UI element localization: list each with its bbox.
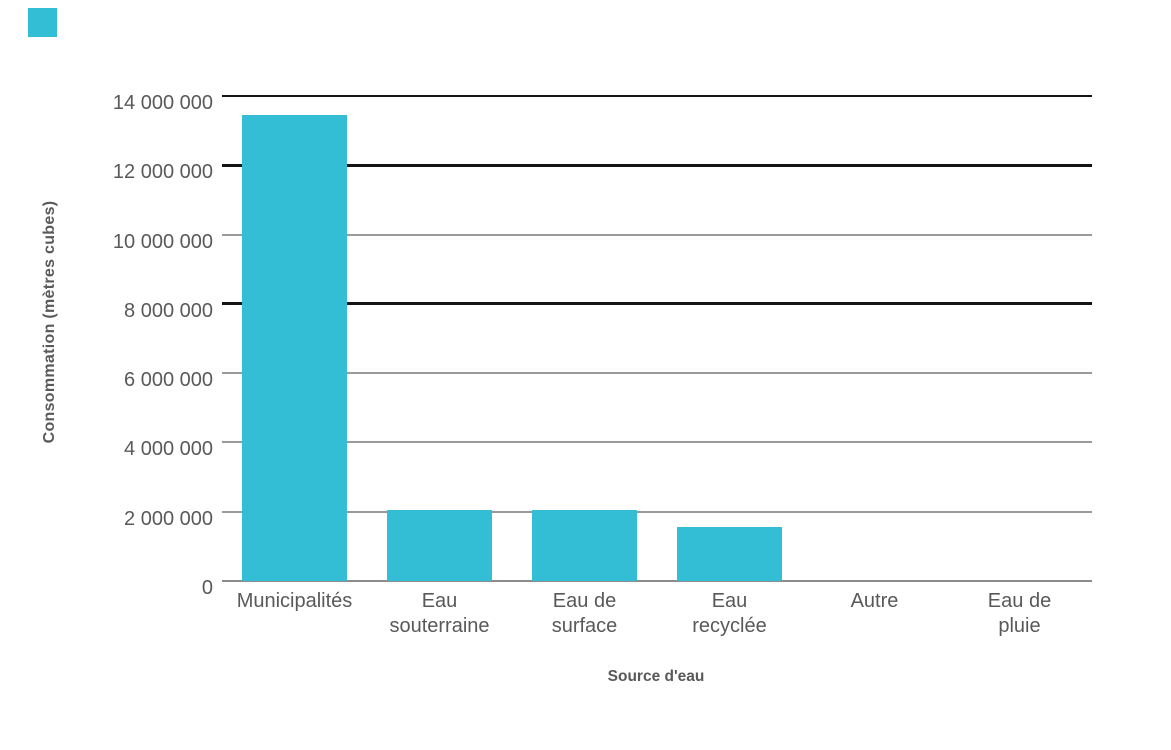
gridline xyxy=(222,441,1092,444)
y-tick-label: 6 000 000 xyxy=(124,369,213,392)
x-category-label-line: souterraine xyxy=(389,615,490,637)
bar-0[interactable] xyxy=(242,115,347,581)
x-category-label-line: pluie xyxy=(998,615,1041,637)
x-category-label: Eau souterraine xyxy=(360,589,520,639)
x-category-label-line: Municipalités xyxy=(236,590,353,612)
gridline xyxy=(222,302,1092,306)
bar-3[interactable] xyxy=(677,527,782,581)
bar-2[interactable] xyxy=(532,510,637,581)
y-axis-title: Consommation (mètres cubes) xyxy=(41,200,58,444)
x-category-label-line: recyclée xyxy=(692,615,767,637)
bar-1[interactable] xyxy=(387,510,492,581)
x-category-label-line: Autre xyxy=(850,590,899,612)
y-tick-label: 14 000 000 xyxy=(112,92,213,114)
y-tick-label: 10 000 000 xyxy=(112,230,213,253)
gridline xyxy=(222,233,1092,236)
y-tick-label: 8 000 000 xyxy=(124,299,213,322)
x-category-label-line: Eau de xyxy=(987,590,1052,612)
gridline xyxy=(222,580,1092,582)
x-category-label: Autre xyxy=(795,589,955,614)
x-category-label-line: Eau de xyxy=(552,590,617,612)
x-category-label: Eau de surface xyxy=(505,589,665,639)
y-tick-label: 2 000 000 xyxy=(124,507,213,530)
x-category-label-line: Eau xyxy=(711,590,748,612)
y-tick-label: 12 000 000 xyxy=(112,161,213,184)
y-tick-label: 4 000 000 xyxy=(124,438,213,461)
gridline xyxy=(222,510,1092,513)
x-category-label: Municipalités xyxy=(215,589,375,614)
x-category-label-line: Eau xyxy=(421,590,458,612)
x-category-label-line: surface xyxy=(551,615,618,637)
x-category-label: Eau recyclée xyxy=(650,589,810,639)
y-tick-label: 0 xyxy=(201,577,213,599)
x-category-label: Eau de pluie xyxy=(940,589,1100,639)
gridline xyxy=(222,163,1092,167)
gridline xyxy=(222,372,1092,375)
series-color-swatch xyxy=(28,8,57,37)
x-axis-title: Source d'eau xyxy=(607,668,705,685)
gridline xyxy=(222,95,1092,97)
